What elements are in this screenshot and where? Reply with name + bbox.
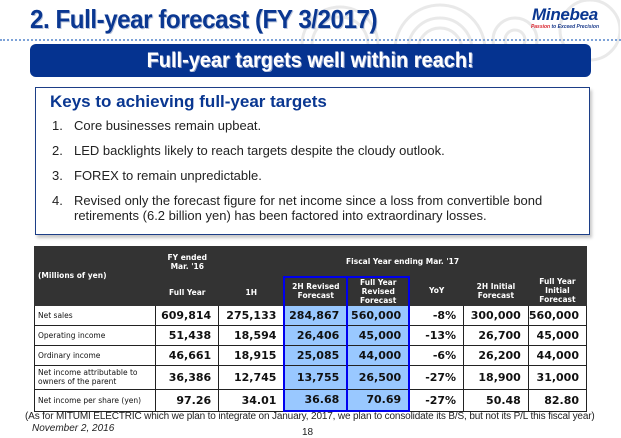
company-logo: Minebea Passion to Exceed Precision <box>520 5 610 31</box>
table-row: Net income attributable to owners of the… <box>33 364 588 390</box>
footnote: (As for MITUMI ELECTRIC which we plan to… <box>25 411 595 422</box>
col-header-yoy: YoY <box>408 276 465 306</box>
keys-list: 1. Core businesses remain upbeat. 2. LED b… <box>52 118 587 233</box>
header-divider <box>0 39 621 41</box>
list-item: 4. Revised only the forecast figure for n… <box>52 193 543 223</box>
page-number: 18 <box>302 427 314 438</box>
logo-name: Minebea <box>532 5 598 24</box>
col-header-1h: 1H <box>218 276 285 306</box>
forecast-table: (Millions of yen) FY ended Mar. '16 Fisc… <box>33 246 588 412</box>
col-header-fy-initial: Full Year Initial Forecast <box>527 276 588 306</box>
col-header-2h-revised: 2H Revised Forecast <box>283 275 349 306</box>
headline-banner: Full-year targets well within reach! <box>30 44 591 77</box>
unit-label: (Millions of yen) <box>33 246 157 306</box>
keys-box: Keys to achieving full-year targets 1. Co… <box>35 87 590 235</box>
col-header-fy16: Full Year <box>155 276 220 306</box>
list-item: 3. FOREX to remain unpredictable. <box>52 168 262 183</box>
col-header-2h-initial: 2H Initial Forecast <box>463 276 529 306</box>
table-row: Operating income 51,438 18,594 26,406 45… <box>33 324 588 346</box>
presentation-date: November 2, 2016 <box>32 423 115 434</box>
logo-tagline: Passion to Exceed Precision <box>530 24 600 30</box>
group-header-current: Fiscal Year ending Mar. '17 <box>218 246 587 277</box>
list-item: 2. LED backlights likely to reach targets… <box>52 143 445 158</box>
keys-title: Keys to achieving full-year targets <box>50 92 327 111</box>
page-title: 2. Full-year forecast (FY 3/2017) <box>30 4 378 34</box>
table-row: Net income per share (yen) 97.26 34.01 3… <box>33 388 588 412</box>
table-row: Net sales 609,814 275,133 284,867 560,00… <box>33 304 588 326</box>
group-header-prev: FY ended Mar. '16 <box>155 246 220 277</box>
col-header-fy-revised: Full Year Revised Forecast <box>346 275 411 306</box>
table-row: Ordinary income 46,661 18,915 25,085 44,… <box>33 344 588 366</box>
list-item: 1. Core businesses remain upbeat. <box>52 118 262 133</box>
